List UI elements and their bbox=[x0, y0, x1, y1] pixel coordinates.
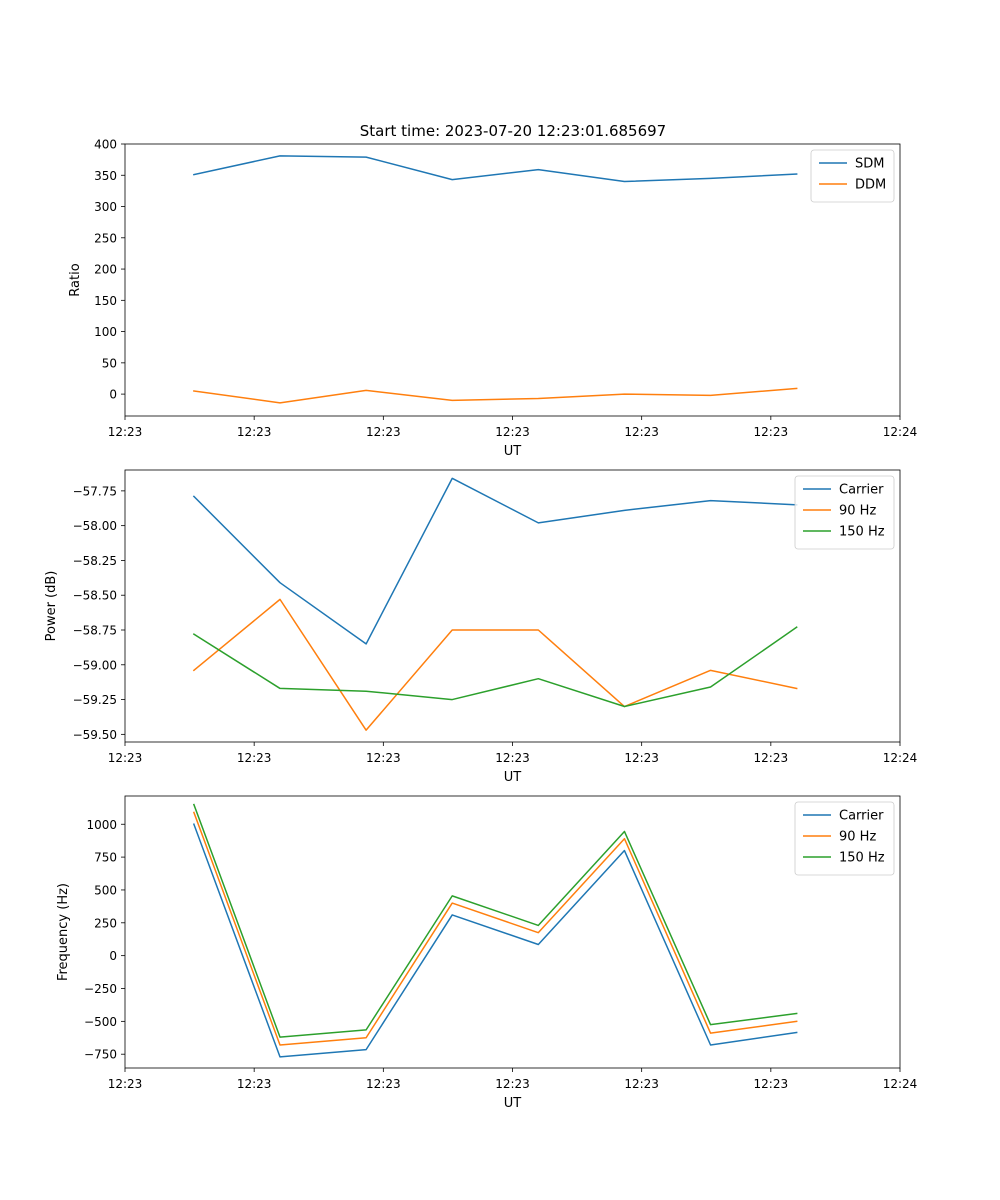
legend-label-carrier: Carrier bbox=[839, 809, 884, 824]
y-tick-label: 300 bbox=[94, 200, 117, 214]
x-tick-label: 12:23 bbox=[754, 751, 789, 765]
legend-label-90-hz: 90 Hz bbox=[839, 830, 876, 845]
y-tick-label: 1000 bbox=[86, 818, 117, 832]
y-tick-label: −58.25 bbox=[73, 554, 117, 568]
series-line-carrier bbox=[192, 477, 798, 645]
y-axis-label: Frequency (Hz) bbox=[56, 883, 71, 981]
legend-label-sdm: SDM bbox=[855, 157, 884, 172]
series-line-90-hz bbox=[192, 598, 798, 731]
y-tick-label: 50 bbox=[102, 356, 117, 370]
x-tick-label: 12:23 bbox=[495, 751, 530, 765]
x-tick-label: 12:23 bbox=[495, 425, 530, 439]
y-axis-label: Ratio bbox=[68, 263, 83, 296]
series-line-150-hz bbox=[192, 803, 798, 1038]
y-tick-label: 500 bbox=[94, 883, 117, 897]
series-line-carrier bbox=[192, 823, 798, 1058]
y-axis-label: Power (dB) bbox=[44, 571, 59, 642]
x-tick-label: 12:24 bbox=[883, 425, 918, 439]
legend-label-ddm: DDM bbox=[855, 178, 886, 193]
x-tick-label: 12:23 bbox=[366, 425, 401, 439]
x-tick-label: 12:23 bbox=[108, 1077, 143, 1091]
x-tick-label: 12:23 bbox=[754, 425, 789, 439]
series-line-90-hz bbox=[192, 811, 798, 1046]
y-tick-label: −59.25 bbox=[73, 693, 117, 707]
x-tick-label: 12:23 bbox=[108, 425, 143, 439]
y-tick-label: 0 bbox=[109, 388, 117, 402]
y-tick-label: −59.00 bbox=[73, 658, 117, 672]
legend-label-90-hz: 90 Hz bbox=[839, 504, 876, 519]
y-tick-label: 150 bbox=[94, 294, 117, 308]
y-tick-label: 200 bbox=[94, 263, 117, 277]
x-tick-label: 12:23 bbox=[495, 1077, 530, 1091]
frequency-panel: 12:23 12:23 12:23 12:23 12:23 12:23 12:24 −750 −… bbox=[56, 795, 918, 1111]
y-tick-label: −58.50 bbox=[73, 589, 117, 603]
ratio-panel: 12:23 12:23 12:23 12:23 12:23 12:23 12:24 0 50 10… bbox=[68, 138, 917, 460]
y-tick-label: 100 bbox=[94, 325, 117, 339]
series-line-sdm bbox=[192, 155, 798, 183]
y-tick-label: −750 bbox=[84, 1048, 117, 1062]
y-tick-label: −58.00 bbox=[73, 519, 117, 533]
x-tick-label: 12:23 bbox=[366, 1077, 401, 1091]
x-tick-label: 12:23 bbox=[366, 751, 401, 765]
x-axis-label: UT bbox=[504, 444, 522, 459]
series-line-150-hz bbox=[192, 626, 798, 708]
figure-title: Start time: 2023-07-20 12:23:01.685697 bbox=[360, 122, 666, 140]
legend-label-150-hz: 150 Hz bbox=[839, 851, 885, 866]
x-tick-label: 12:24 bbox=[883, 1077, 918, 1091]
y-tick-label: 400 bbox=[94, 138, 117, 152]
x-axis-label: UT bbox=[504, 770, 522, 785]
y-tick-label: −58.75 bbox=[73, 624, 117, 638]
x-tick-label: 12:23 bbox=[624, 751, 659, 765]
x-tick-label: 12:23 bbox=[237, 425, 272, 439]
x-tick-label: 12:23 bbox=[108, 751, 143, 765]
x-tick-label: 12:23 bbox=[624, 1077, 659, 1091]
y-tick-label: 350 bbox=[94, 169, 117, 183]
y-tick-label: −250 bbox=[84, 982, 117, 996]
y-tick-label: 0 bbox=[109, 949, 117, 963]
x-tick-label: 12:23 bbox=[754, 1077, 789, 1091]
y-tick-label: −500 bbox=[84, 1015, 117, 1029]
series-line-ddm bbox=[193, 387, 798, 404]
x-tick-label: 12:23 bbox=[624, 425, 659, 439]
y-tick-label: −59.50 bbox=[73, 728, 117, 742]
legend-label-carrier: Carrier bbox=[839, 483, 884, 498]
legend-label-150-hz: 150 Hz bbox=[839, 525, 885, 540]
x-tick-label: 12:23 bbox=[237, 751, 272, 765]
y-tick-label: −57.75 bbox=[73, 484, 117, 498]
y-tick-label: 750 bbox=[94, 851, 117, 865]
x-axis-label: UT bbox=[504, 1096, 522, 1111]
y-tick-label: 250 bbox=[94, 231, 117, 245]
x-tick-label: 12:24 bbox=[883, 751, 918, 765]
y-tick-label: 250 bbox=[94, 916, 117, 930]
x-tick-label: 12:23 bbox=[237, 1077, 272, 1091]
power-panel: 12:23 12:23 12:23 12:23 12:23 12:23 12:24 −59.5… bbox=[44, 469, 918, 785]
